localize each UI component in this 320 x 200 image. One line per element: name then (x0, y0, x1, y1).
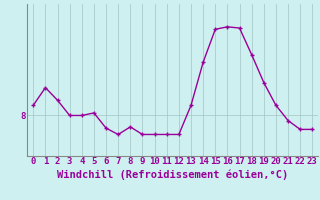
X-axis label: Windchill (Refroidissement éolien,°C): Windchill (Refroidissement éolien,°C) (57, 169, 288, 180)
